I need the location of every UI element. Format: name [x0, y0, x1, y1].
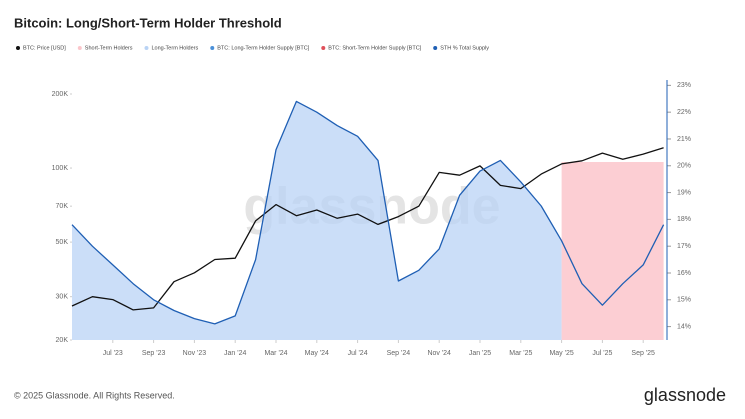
x-tick-label: May '24 [305, 350, 329, 357]
region-area [72, 101, 562, 340]
y-tick-label: 200K [52, 91, 69, 98]
legend-label: STH % Total Supply [440, 45, 489, 51]
footer: © 2025 Glassnode. All Rights Reserved. [14, 390, 175, 400]
legend-label: BTC: Price [USD] [23, 45, 66, 51]
y2-tick-label: 14% [677, 323, 691, 330]
y2-tick-label: 16% [677, 270, 691, 277]
legend-swatch [433, 46, 438, 50]
y-tick-label: 100K [52, 165, 69, 172]
legend-swatch [321, 46, 326, 50]
x-tick-label: Jan '25 [469, 350, 491, 357]
y-tick-label: 30K [56, 294, 69, 301]
x-tick-label: Sep '23 [142, 350, 166, 357]
chart-title: Bitcoin: Long/Short-Term Holder Threshol… [14, 15, 282, 30]
x-tick-label: Jan '24 [224, 350, 246, 357]
y2-tick-label: 18% [677, 216, 691, 223]
legend-label: BTC: Short-Term Holder Supply [BTC] [328, 45, 421, 51]
x-tick-label: Sep '24 [387, 350, 411, 357]
x-tick-label: Jul '25 [592, 350, 612, 357]
x-tick-label: Mar '24 [264, 350, 287, 357]
legend-swatch [144, 46, 149, 50]
y2-tick-label: 17% [677, 243, 691, 250]
y2-tick-label: 23% [677, 82, 691, 89]
legend-swatch [16, 46, 20, 50]
legend-swatch [210, 46, 215, 50]
legend-label: BTC: Long-Term Holder Supply [BTC] [217, 45, 309, 51]
y-tick-label: 20K [56, 337, 69, 344]
x-tick-label: Nov '23 [183, 350, 207, 357]
x-tick-label: May '25 [549, 350, 573, 357]
logo: glassnode [644, 385, 726, 405]
y2-tick-label: 19% [677, 189, 691, 196]
x-tick-label: Mar '25 [509, 350, 532, 357]
legend-label: Short-Term Holders [85, 45, 133, 51]
y-tick-label: 70K [56, 203, 69, 210]
y2-tick-label: 21% [677, 136, 691, 143]
series-line [71, 100, 665, 325]
x-tick-label: Sep '25 [631, 350, 655, 357]
y2-tick-label: 20% [677, 163, 691, 170]
y2-tick-label: 15% [677, 297, 691, 304]
region-band [561, 162, 664, 340]
legend-label: Long-Term Holders [151, 45, 198, 51]
y2-tick-label: 22% [677, 109, 691, 116]
x-tick-label: Jul '24 [348, 350, 368, 357]
legend-swatch [77, 46, 82, 50]
x-tick-label: Jul '23 [103, 350, 123, 357]
x-tick-label: Nov '24 [427, 350, 451, 357]
y-tick-label: 50K [56, 239, 69, 246]
series-line [71, 147, 664, 311]
